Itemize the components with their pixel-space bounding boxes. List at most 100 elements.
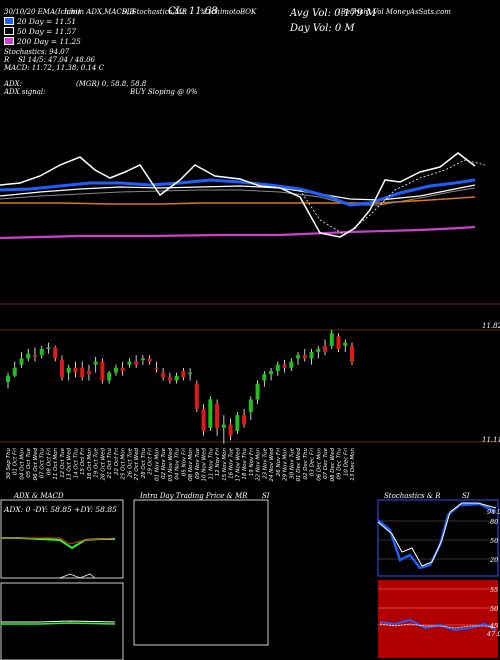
adx-minus-line [1,537,116,545]
candle-body [262,374,267,381]
candle-body [208,399,213,428]
adx-signal-label: ADX signal: [4,88,46,96]
candle-body [302,355,307,359]
date-label: 02 Dec Thu [303,448,309,480]
candle-body [282,364,287,368]
gray-ma-line [0,187,476,206]
si-line [379,618,497,632]
date-label: 11 Nov Thu [208,447,214,479]
date-label: 26 Oct Tue [127,447,133,477]
date-label: 01 Dec Wed [296,447,302,481]
date-label: 15 Oct Fri [80,448,86,475]
date-label: 10 Nov Wed [202,447,208,481]
date-label: 10 Dec Fri [343,448,349,477]
ma50-line [0,184,476,201]
signal-dotted-line [299,159,486,236]
date-label: 03 Nov Wed [168,447,174,481]
candle-body [140,358,145,360]
intraday-si: SI [262,492,270,500]
si-prefix: R [4,56,10,64]
stoch-level-50: 50 [490,537,499,545]
candle-body [309,352,314,359]
ma20-swatch [4,17,14,25]
ma20-label: 20 Day = 11.51 [17,17,77,26]
candle-body [343,342,348,346]
top-label-bok: BOK [240,8,257,16]
candle-body [221,424,226,428]
candle-body [73,367,78,373]
si-panel-readout: 47.04 [487,630,500,638]
candle-body [12,367,17,376]
stoch-readout: 94.07 [487,508,500,516]
date-label: 22 Nov Mon [256,447,262,480]
date-label: 19 Oct Tue [94,447,100,477]
candle-body [39,348,44,356]
price-high-label: 11.82 [482,322,500,330]
candle-body [134,361,139,365]
date-label: 28 Oct Thu [141,447,147,478]
candle-body [147,358,152,362]
date-label: 08 Oct Fri [46,448,52,475]
candle-body [194,383,199,409]
ma200-swatch [4,37,14,45]
date-label: 13 Oct Wed [67,448,73,481]
candle-body [66,367,71,373]
candle-body [19,358,24,365]
candle-body [127,361,132,365]
ma200-label: 200 Day = 11.25 [17,37,81,46]
ma50-swatch [4,27,14,35]
date-label: 29 Nov Mon [283,447,289,480]
date-label: 04 Nov Thu [175,447,181,479]
date-label: 30 Nov Tue [289,447,295,479]
candle-body [100,361,105,381]
candle-body [329,333,334,346]
si-level-50: 50 [490,605,499,613]
candle-body [350,345,354,362]
candle-body [255,383,260,400]
date-label: 02 Nov Tue [161,447,167,479]
candle-body [154,367,159,370]
legend-ma20: 20 Day = 11.51 [4,17,76,27]
legend-ma50: 50 Day = 11.57 [4,27,76,37]
macd-line [1,620,116,623]
date-label: 01 Oct Fri [13,448,19,475]
si-level-55: 55 [490,586,499,594]
candle-body [289,361,294,368]
date-label: 18 Nov Thu [242,447,248,479]
date-label: 06 Dec Mon [316,447,322,480]
stochastics-panel [377,499,499,577]
candle-body [181,371,186,378]
candle-body [336,336,341,349]
date-label: 09 Nov Tue [195,447,201,479]
candle-body [120,367,125,372]
candle-body [269,371,274,375]
date-label: 19 Nov Fri [249,448,255,477]
date-label: 26 Nov Fri [276,448,282,477]
candle-body [235,415,240,431]
si-readout: SI 14/5: 47.04 / 48.06 [18,56,95,64]
date-label: 03 Dec Fri [310,448,316,477]
adx-macd-title: ADX & MACD [14,492,64,500]
top-label-site: (Bearish) Vol MoneyAsSats.com [338,8,451,16]
date-label: 20 Oct Wed [100,448,106,481]
candle-body [188,372,193,375]
candle-body [215,404,220,428]
candle-body [275,364,280,372]
stoch-title: Stochastics & R [384,492,441,500]
price-close-line [0,152,476,238]
date-label: 06 Oct Wed [33,448,39,481]
candle-body [46,347,51,349]
candle-body [93,361,98,365]
top-label-adx: Ichim ADX,MACD,B [64,8,135,16]
date-label: 09 Dec Thu [337,448,343,480]
candle-body [316,348,321,353]
macd-hist-outline [59,573,96,579]
date-label: 22 Oct Fri [114,448,120,475]
stochastics-readout: Stochastics: 94.07 [4,48,70,56]
stoch-level-80: 80 [490,518,499,526]
candle-body [248,399,253,413]
day-volume: Day Vol: 0 M [290,23,355,34]
date-label: 08 Nov Mon [188,447,194,480]
date-label: 04 Oct Mon [19,447,25,479]
